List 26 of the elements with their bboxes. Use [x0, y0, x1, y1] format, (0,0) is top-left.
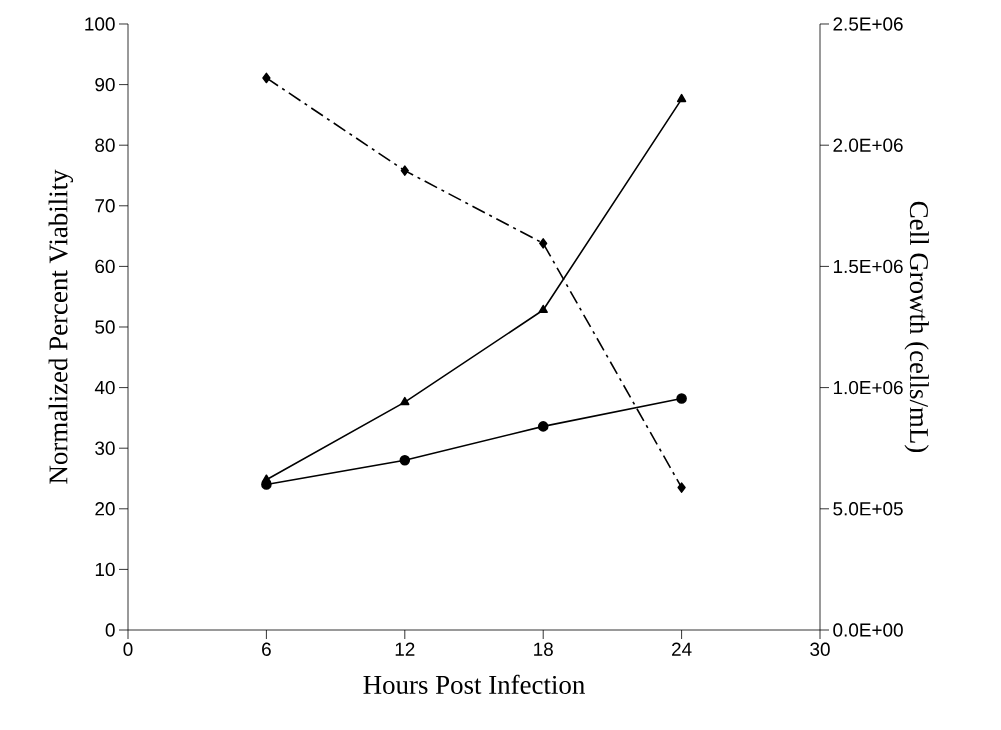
x-axis-title: Hours Post Infection [363, 674, 585, 694]
y-axis-title: Normalized Percent Viability [48, 169, 74, 484]
x-tick-label: 0 [123, 642, 133, 656]
y-tick-label: 80 [95, 138, 115, 152]
x-tick-label: 30 [810, 642, 830, 656]
y-tick-label: 40 [94, 380, 115, 395]
y2-axis-title: Cell Growth (cells/mL) [904, 201, 929, 453]
x-tick-label: 18 [534, 642, 553, 656]
y-tick-label: 50 [95, 320, 115, 334]
y-tick-label: 100 [85, 17, 115, 31]
y-tick-label: 30 [95, 441, 115, 455]
y2-tick-label: 5.0E+05 [833, 502, 903, 516]
x-tick-label: 6 [262, 642, 271, 656]
y-tick-label: 10 [95, 562, 115, 577]
y2-tick-label: 2.0E+06 [833, 138, 903, 152]
y2-tick-label: 0.0E+00 [833, 623, 903, 637]
y-tick-label: 20 [95, 502, 115, 516]
y-tick-label: 70 [95, 199, 115, 213]
y-tick-label: 60 [95, 259, 115, 274]
y-tick-label: 90 [95, 77, 115, 92]
y2-tick-label: 2.5E+06 [833, 17, 903, 31]
x-tick-label: 24 [672, 642, 692, 656]
x-tick-label: 12 [395, 642, 415, 656]
y2-tick-label: 1.5E+06 [833, 259, 903, 274]
y-tick-label: 0 [105, 623, 115, 637]
y2-tick-label: 1.0E+06 [833, 380, 903, 395]
